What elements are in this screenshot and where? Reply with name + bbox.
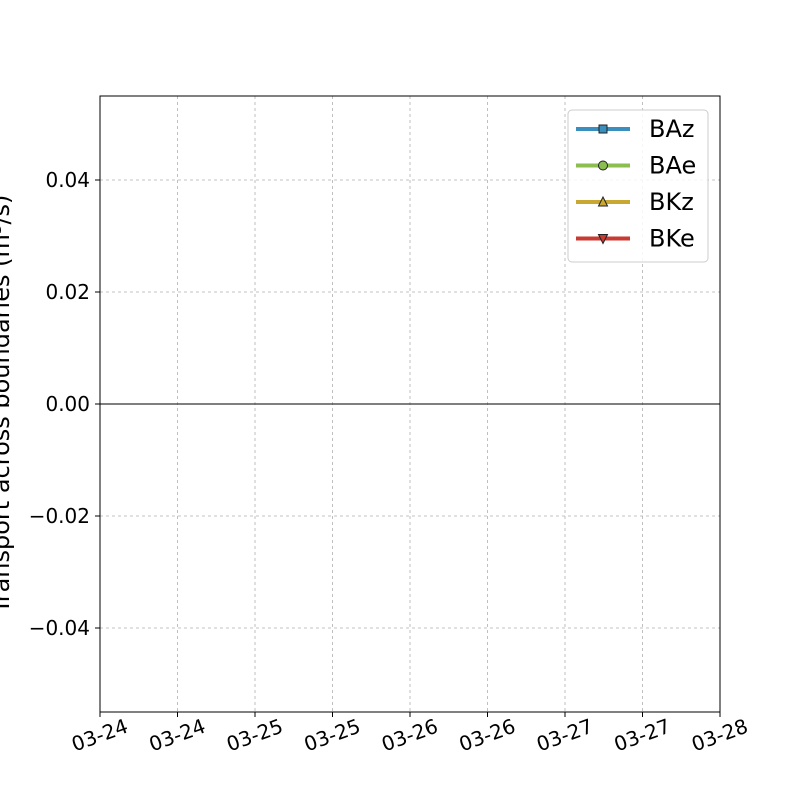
legend-marker bbox=[597, 195, 609, 207]
x-tick-label: 03-24 bbox=[146, 714, 209, 756]
legend-marker bbox=[598, 124, 608, 134]
x-tick-label: 03-25 bbox=[301, 714, 364, 756]
y-axis: −0.04 −0.02 0.00 0.02 0.04 bbox=[29, 168, 100, 640]
legend: BAz BAe BKz BKe bbox=[567, 109, 709, 263]
y-tick-label: 0.02 bbox=[45, 280, 90, 304]
y-axis-label: Transport across boundaries (m³/s) bbox=[0, 195, 15, 615]
legend-marker bbox=[598, 160, 608, 171]
legend-marker bbox=[597, 234, 609, 245]
x-tick-label: 03-25 bbox=[223, 714, 286, 756]
legend-entry: BAz bbox=[576, 115, 694, 143]
x-tick-label: 03-24 bbox=[68, 714, 131, 756]
y-tick-label: 0.04 bbox=[45, 168, 90, 192]
legend-frame bbox=[567, 109, 709, 263]
x-tick-label: 03-28 bbox=[688, 714, 751, 756]
legend-label: BAe bbox=[649, 152, 696, 180]
y-tick-label: 0.00 bbox=[45, 392, 90, 416]
legend-entry: BKe bbox=[576, 225, 695, 253]
x-tick-label: 03-27 bbox=[611, 714, 674, 756]
legend-entry: BKz bbox=[576, 188, 694, 216]
x-tick-label: 03-26 bbox=[456, 714, 519, 756]
legend-label: BKe bbox=[649, 225, 695, 253]
legend-entry: BAe bbox=[576, 152, 696, 180]
legend-label: BAz bbox=[649, 115, 694, 143]
x-tick-label: 03-27 bbox=[533, 714, 596, 756]
y-tick-label: −0.02 bbox=[29, 504, 90, 528]
x-tick-label: 03-26 bbox=[378, 714, 441, 756]
y-tick-label: −0.04 bbox=[29, 616, 90, 640]
x-axis: 03-24 03-24 03-25 03-25 03-26 03-26 03-27 03-27… bbox=[68, 712, 751, 756]
legend-label: BKz bbox=[649, 188, 694, 216]
